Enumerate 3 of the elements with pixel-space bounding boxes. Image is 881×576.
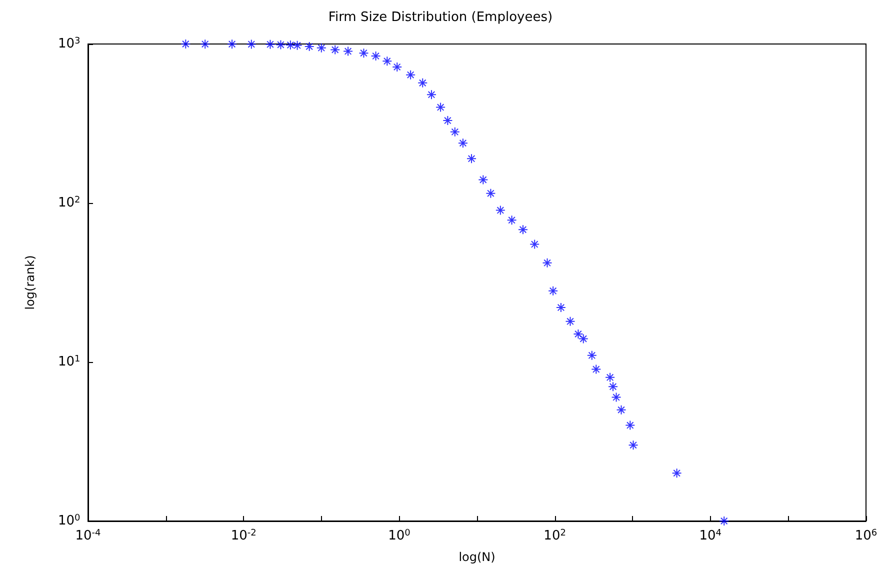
y-axis-title: log(rank) xyxy=(23,255,37,310)
chart-title: Firm Size Distribution (Employees) xyxy=(328,10,553,25)
x-axis-title: log(N) xyxy=(458,550,496,564)
